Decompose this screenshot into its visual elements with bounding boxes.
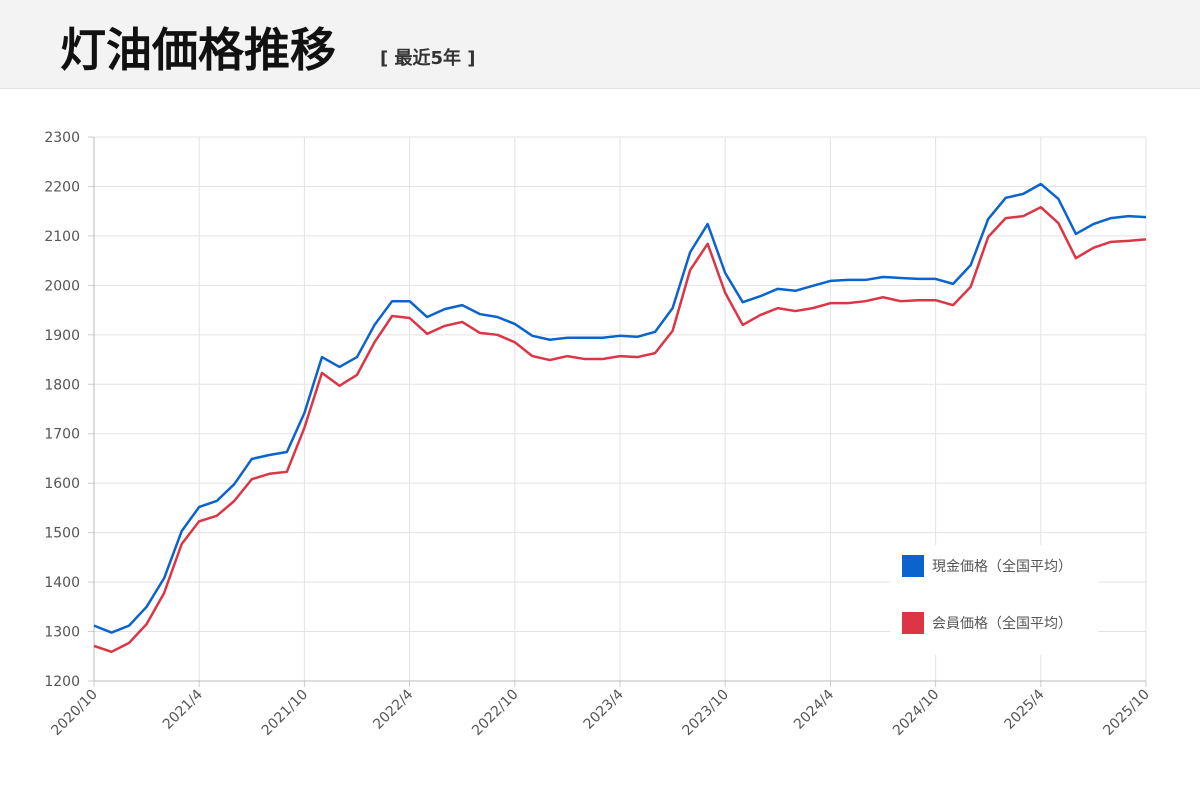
y-tick-label: 1400 [44,575,80,591]
y-tick-label: 2100 [44,229,80,245]
x-tick-label: 2023/4 [581,686,627,732]
x-tick-label: 2025/10 [1100,687,1152,739]
x-tick-label: 2022/4 [370,686,416,732]
x-tick-label: 2025/4 [1001,686,1047,732]
series-line [93,205,1147,654]
y-tick-label: 1200 [44,674,80,690]
x-tick-label: 2022/10 [469,687,521,739]
y-tick-label: 1800 [44,377,80,393]
chart-subtitle: [ 最近5年 ] [380,48,476,69]
x-tick-label: 2024/4 [791,686,837,732]
legend-swatch [902,612,924,634]
legend-label: 現金価格（全国平均） [932,558,1072,575]
y-tick-label: 2000 [44,278,80,294]
legend-swatch [902,555,924,577]
y-tick-label: 2200 [44,179,80,195]
y-tick-label: 1600 [44,476,80,492]
x-tick-label: 2021/4 [160,686,206,732]
chart-title: 灯油価格推移 [60,23,336,77]
y-tick-label: 1500 [44,526,80,542]
x-tick-label: 2020/10 [48,687,100,739]
x-tick-label: 2021/10 [259,687,311,739]
y-tick-label: 1700 [44,427,80,443]
y-tick-label: 1900 [44,328,80,344]
y-tick-label: 1300 [44,625,80,641]
header: 灯油価格推移 [ 最近5年 ] [0,0,1200,89]
legend: 現金価格（全国平均） 会員価格（全国平均） [890,545,1098,655]
x-tick-label: 2024/10 [890,687,942,739]
y-tick-label: 2300 [44,130,80,146]
x-tick-label: 2023/10 [680,687,732,739]
series-line [93,182,1147,634]
legend-box [890,545,1098,655]
legend-label: 会員価格（全国平均） [932,615,1072,632]
